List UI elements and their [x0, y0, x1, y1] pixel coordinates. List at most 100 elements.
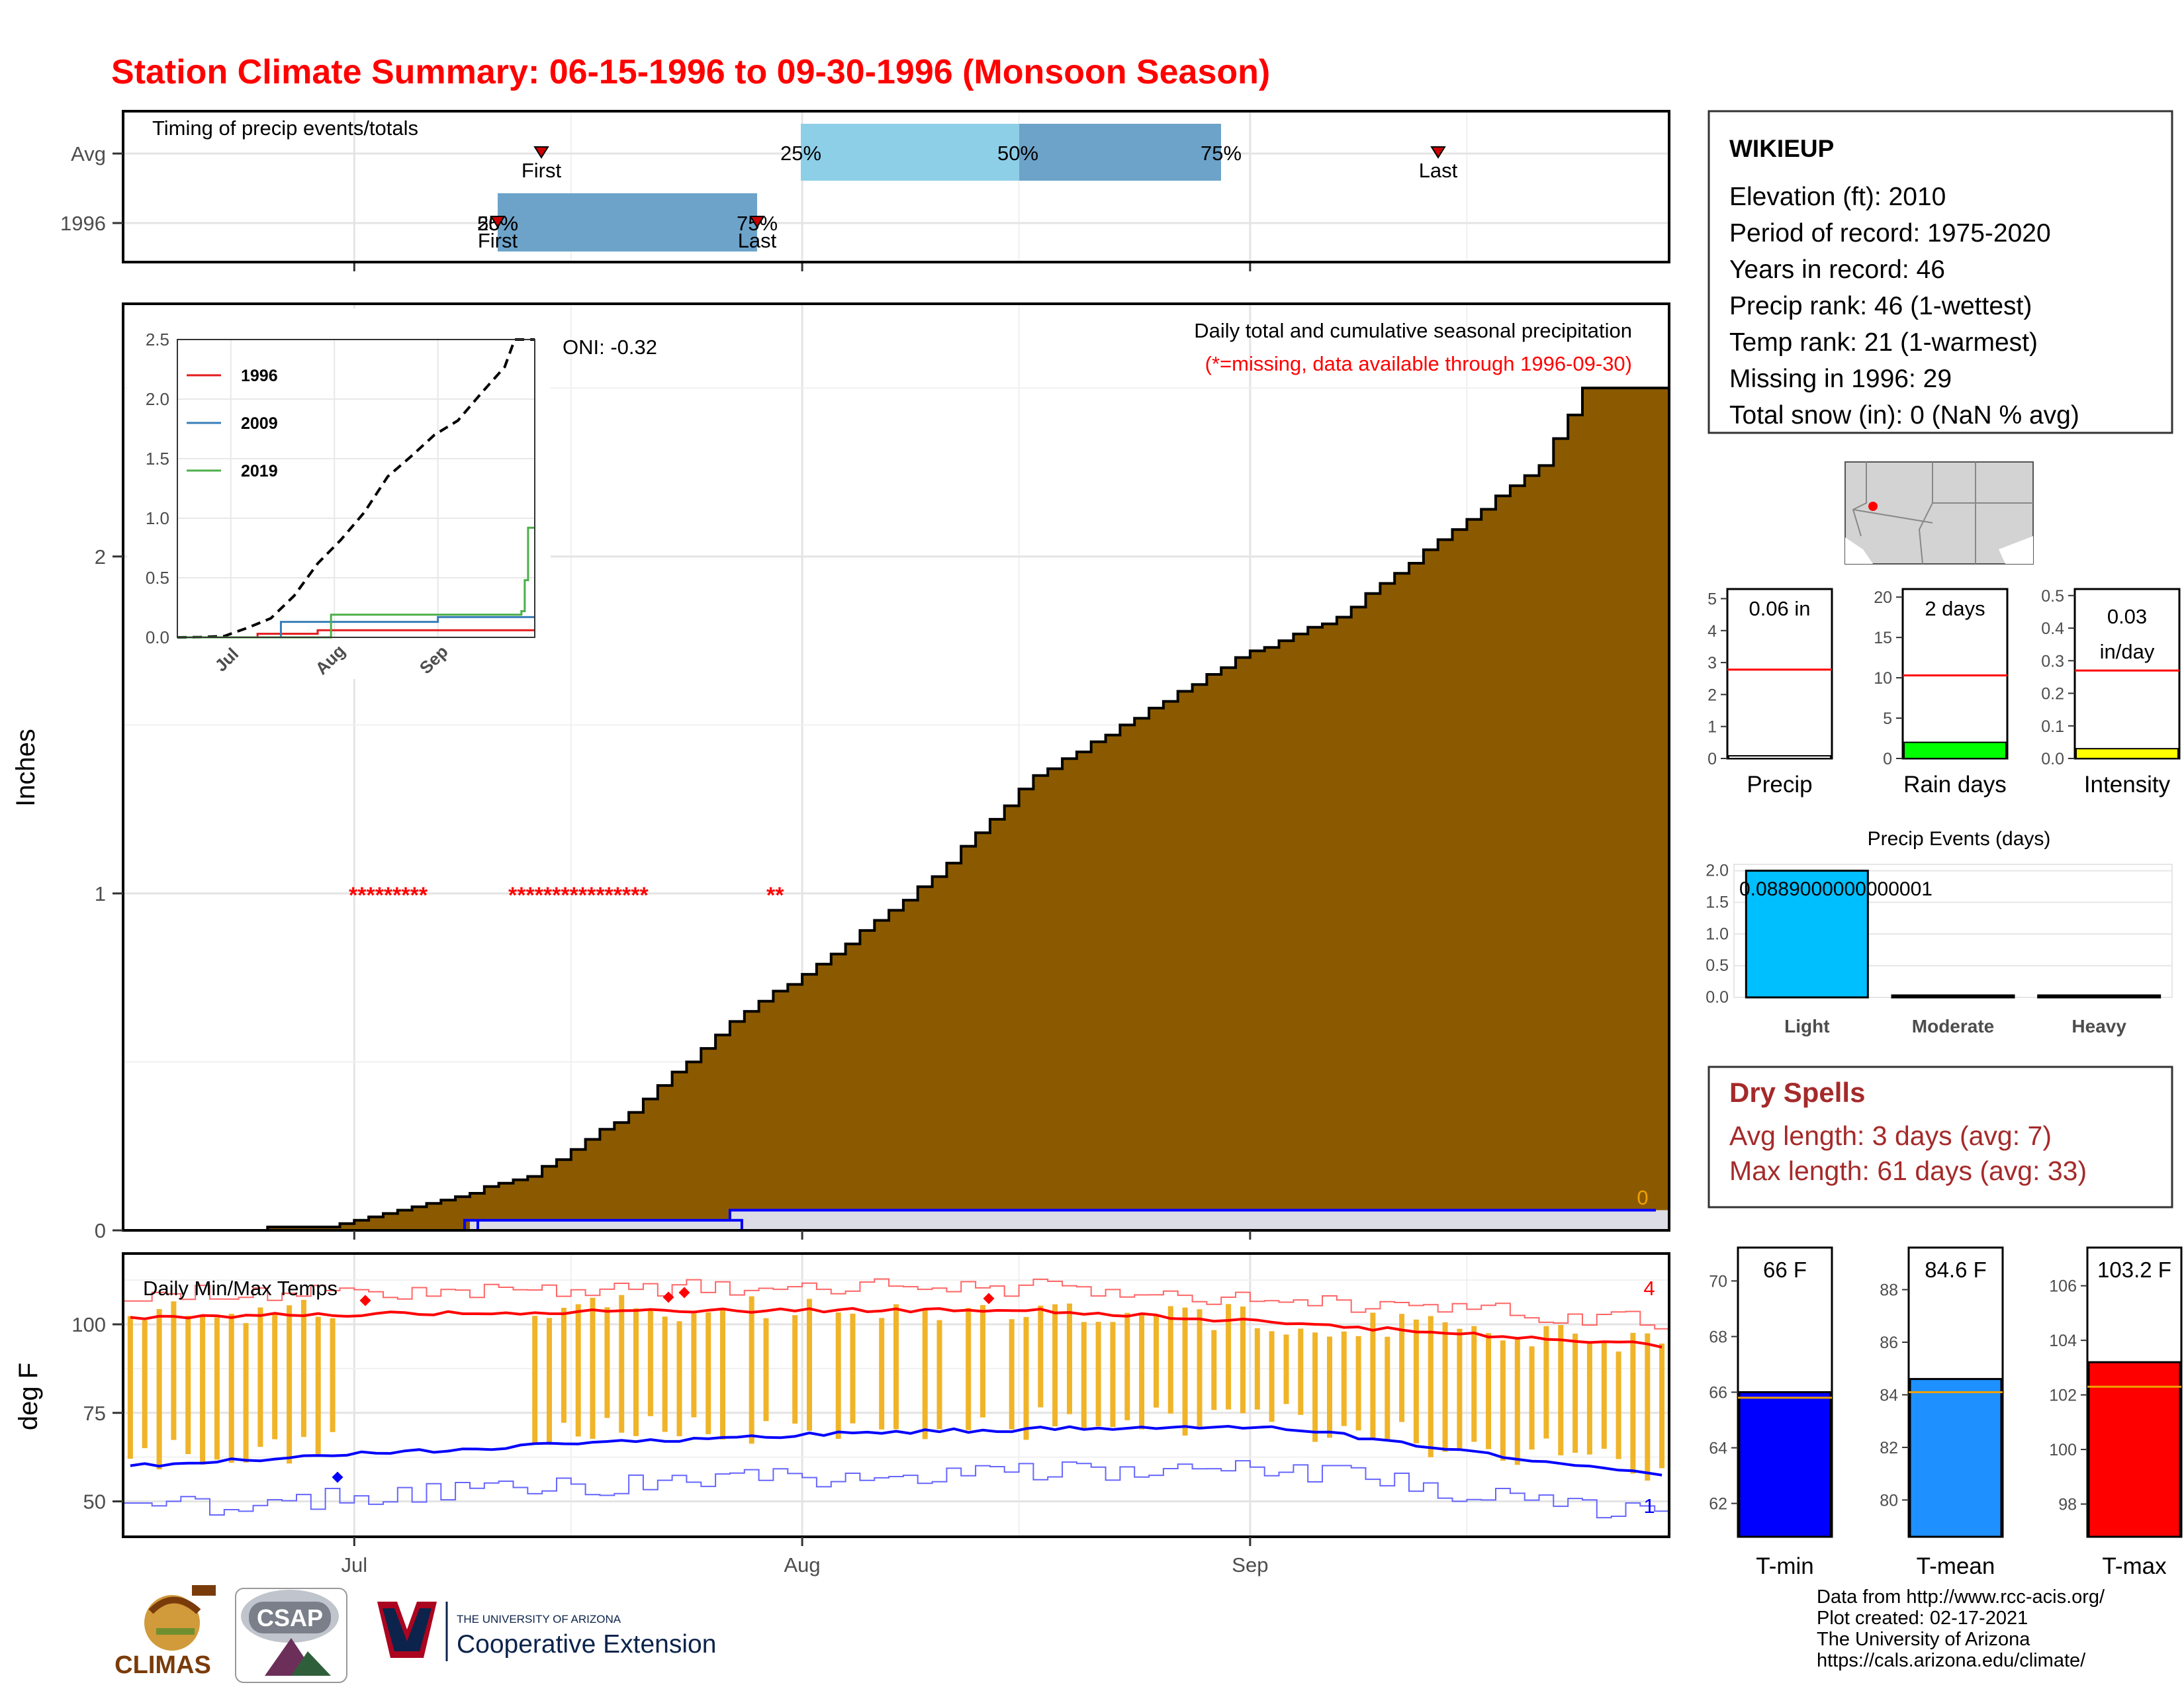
- inset-y-tick-label: 1.0: [146, 508, 169, 528]
- daily-temp-bar: [1659, 1344, 1665, 1469]
- mini-chart-tick-label: 0: [1883, 750, 1892, 768]
- missing-markers-3: **: [766, 883, 784, 908]
- temp-summary-value: 66 F: [1763, 1257, 1807, 1282]
- mini-bar-charts: 0 1 2 3 4 5 0.06 in Precip 0 5 10 15 20 2 days Rain da…: [1707, 587, 2181, 798]
- observed-cumulative-line: [463, 1209, 1656, 1229]
- tmin-avg-line: [130, 1424, 1662, 1477]
- daily-temp-bar: [1283, 1334, 1289, 1404]
- mini-chart-bar: [2075, 748, 2179, 759]
- temp-summary-tick-label: 80: [1880, 1491, 1898, 1510]
- station-info-line: Total snow (in): 0 (NaN % avg): [1729, 401, 2079, 430]
- events-tick-label: 0.5: [1706, 956, 1729, 975]
- avg-first-marker: [533, 146, 549, 159]
- daily-temp-bar: [633, 1308, 639, 1436]
- inset-y-tick-label: 0.0: [146, 627, 169, 647]
- dry-spells-title: Dry Spells: [1729, 1077, 1865, 1108]
- footer-credits: Data from http://www.rcc-acis.org/Plot c…: [1817, 1586, 2105, 1671]
- daily-temp-bar: [1167, 1306, 1173, 1414]
- temp-summary-tick-label: 82: [1880, 1439, 1898, 1457]
- events-tick-label: 1.5: [1706, 893, 1729, 911]
- year-first-marker: [490, 216, 506, 228]
- daily-temp-bar: [127, 1316, 133, 1459]
- events-overlay-value: 0.0889000000000001: [1739, 878, 1933, 900]
- daily-temp-bar: [1009, 1319, 1015, 1430]
- dry-spells-max: Max length: 61 days (avg: 33): [1729, 1156, 2087, 1186]
- temp-summary-tick-label: 104: [2049, 1332, 2077, 1350]
- daily-temp-bar: [705, 1312, 711, 1434]
- daily-temp-bar: [1240, 1306, 1246, 1414]
- daily-temp-bar: [532, 1316, 538, 1443]
- daily-temp-bar: [1370, 1312, 1376, 1440]
- daily-temp-bar: [1095, 1322, 1101, 1427]
- inset-legend-label: 1996: [241, 367, 278, 385]
- precip-frame: [122, 302, 1670, 1232]
- daily-temp-bar: [1154, 1314, 1159, 1408]
- footer-line: https://cals.arizona.edu/climate/: [1817, 1650, 2086, 1671]
- daily-temp-bar: [272, 1314, 278, 1440]
- daily-temp-bar: [1067, 1303, 1072, 1414]
- timing-row-year: 1996: [60, 212, 106, 235]
- daily-temp-bar: [1341, 1331, 1347, 1426]
- daily-temp-bar: [1211, 1330, 1217, 1410]
- mini-chart-value: 0.03: [2107, 605, 2147, 628]
- mini-chart-label: Precip: [1747, 772, 1812, 798]
- inset-y-tick-label: 0.5: [146, 568, 169, 588]
- daily-temp-bar: [330, 1318, 336, 1432]
- station-info-line: Missing in 1996: 29: [1729, 365, 1952, 393]
- avg-first-label: First: [522, 159, 562, 182]
- temp-summary-label: T-mean: [1917, 1553, 1995, 1579]
- daily-temp-bar: [257, 1307, 263, 1447]
- temp-summary-tick-label: 70: [1709, 1272, 1727, 1291]
- daily-temp-bar: [1586, 1342, 1592, 1455]
- mini-chart-value-unit: in/day: [2100, 640, 2155, 663]
- events-tick-label: 2.0: [1706, 862, 1729, 880]
- timing-panel: Timing of precip events/totals Avg 1996 …: [60, 110, 1670, 271]
- daily-temp-bar: [1428, 1316, 1433, 1457]
- inset-frame: [177, 339, 535, 638]
- climas-logo-text: CLIMAS: [114, 1651, 211, 1679]
- precip-subtitle: (*=missing, data available through 1996-…: [1205, 352, 1632, 375]
- daily-temp-bar: [1197, 1309, 1203, 1427]
- events-bar: [1891, 994, 2015, 999]
- mini-chart-tick-label: 10: [1874, 669, 1892, 688]
- daily-temp-bar: [561, 1308, 567, 1423]
- daily-temp-bar: [1630, 1332, 1636, 1474]
- ua-logo-big-text: Cooperative Extension: [457, 1630, 716, 1659]
- daily-temp-bar: [1442, 1322, 1448, 1452]
- timing-label: Timing of precip events/totals: [152, 116, 418, 140]
- dry-spells-box: [1707, 1066, 2173, 1209]
- daily-temp-bar: [1514, 1338, 1520, 1465]
- ua-logo-small-text: THE UNIVERSITY OF ARIZONA: [457, 1613, 621, 1625]
- temp-frame: [122, 1252, 1670, 1538]
- mini-chart-tick-label: 0.5: [2041, 587, 2064, 606]
- timing-row-avg: Avg: [71, 142, 106, 165]
- temp-summary-tick-label: 66: [1709, 1384, 1727, 1402]
- missing-markers-1: *********: [349, 883, 428, 908]
- mini-chart-frame: [1901, 588, 2009, 760]
- daily-temp-bar: [1081, 1322, 1087, 1430]
- daily-temp-bar: [1124, 1312, 1130, 1420]
- station-info-line: Temp rank: 21 (1-warmest): [1729, 328, 2038, 357]
- missing-markers-2: ****************: [508, 883, 649, 908]
- inset-y-tick-label: 1.5: [146, 449, 169, 469]
- temp-summary-bar: [2087, 1361, 2181, 1538]
- daily-temp-bar: [287, 1305, 293, 1464]
- mini-chart-tick-label: 1: [1707, 718, 1717, 737]
- temp-summary-tick-label: 68: [1709, 1328, 1727, 1346]
- events-bar: [2037, 994, 2161, 999]
- inset-legend-label: 2019: [241, 462, 278, 480]
- daily-temp-bar: [1254, 1328, 1260, 1410]
- temp-summary-tick-label: 102: [2049, 1387, 2077, 1405]
- station-name: WIKIEUP: [1729, 135, 1834, 162]
- temp-summary-bar: [1909, 1378, 2003, 1538]
- csap-logo-text: CSAP: [257, 1604, 323, 1631]
- avg-last-marker: [1430, 146, 1446, 159]
- locator-map: [1844, 461, 2034, 565]
- daily-temp-bar: [619, 1295, 625, 1433]
- avg-timing-50-75: [1019, 124, 1221, 181]
- timing-frame: [122, 110, 1670, 263]
- precip-ylabel: Inches: [11, 729, 40, 807]
- temp-summary-tick-label: 62: [1709, 1495, 1727, 1514]
- temp-summary-value: 84.6 F: [1925, 1257, 1987, 1282]
- daily-temp-bar: [1457, 1328, 1463, 1451]
